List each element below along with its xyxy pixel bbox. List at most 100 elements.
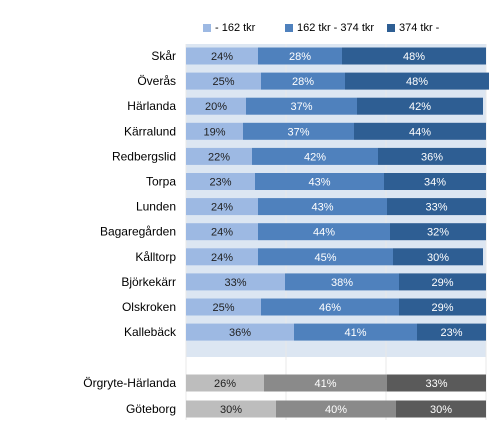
total-row-label: Göteborg	[126, 402, 176, 416]
district-row-bar-segment	[261, 298, 399, 316]
legend-label: - 162 tkr	[215, 22, 256, 34]
legend-swatch	[285, 24, 293, 32]
district-row-bar-segment	[261, 72, 345, 90]
total-row-bar-segment	[396, 400, 486, 418]
district-row-data-label: 36%	[421, 151, 443, 163]
total-row-bar-segment	[186, 374, 264, 392]
district-row-data-label: 20%	[205, 101, 227, 113]
district-row-bar-segment	[258, 248, 393, 266]
district-row-data-label: 42%	[409, 101, 431, 113]
district-row-data-label: 24%	[211, 252, 233, 264]
district-row-bar-segment	[186, 298, 261, 316]
district-row-label: Olskroken	[122, 300, 176, 314]
district-row-data-label: 37%	[287, 126, 309, 138]
total-row-bar-segment	[387, 374, 486, 392]
total-row-data-label: 26%	[214, 378, 236, 390]
district-row-data-label: 38%	[331, 277, 353, 289]
district-row-data-label: 32%	[427, 227, 449, 239]
district-row-bar-segment	[186, 47, 258, 65]
district-row-bar-segment	[186, 97, 246, 115]
district-row-data-label: 25%	[212, 302, 234, 314]
district-row-bar-segment	[252, 147, 378, 165]
district-row-bar-segment	[186, 72, 261, 90]
district-row-label: Kärralund	[124, 124, 176, 138]
district-row-bar-segment	[186, 223, 258, 241]
district-row-bar-segment	[417, 323, 486, 341]
legend-swatch	[203, 24, 211, 32]
district-row-data-label: 19%	[203, 126, 225, 138]
district-row-label: Bagaregården	[100, 225, 176, 239]
district-row-data-label: 44%	[313, 227, 335, 239]
district-row-bar-segment	[243, 122, 354, 140]
district-row-bar-segment	[186, 198, 258, 216]
district-row-data-label: 24%	[211, 51, 233, 63]
district-row-bar-segment	[285, 273, 399, 291]
district-row-bar-segment	[258, 198, 387, 216]
district-row-bar-segment	[186, 122, 243, 140]
district-row-data-label: 44%	[409, 126, 431, 138]
district-row-bar-segment	[294, 323, 417, 341]
district-row-data-label: 43%	[311, 202, 333, 214]
district-row-bar-segment	[378, 147, 486, 165]
district-row-data-label: 22%	[208, 151, 230, 163]
district-row-bar-segment	[186, 248, 258, 266]
district-row-bar-segment	[399, 273, 486, 291]
district-row-data-label: 33%	[425, 202, 447, 214]
district-row-data-label: 41%	[344, 327, 366, 339]
district-row-data-label: 45%	[314, 252, 336, 264]
district-row-label: Överås	[137, 74, 176, 88]
district-row-bar-segment	[258, 223, 390, 241]
total-row-data-label: 41%	[314, 378, 336, 390]
district-row-data-label: 48%	[403, 51, 425, 63]
district-row-label: Skår	[151, 49, 176, 63]
district-row-bar-segment	[246, 97, 357, 115]
district-row-data-label: 23%	[440, 327, 462, 339]
district-row-label: Kålltorp	[135, 250, 176, 264]
district-row-bar-segment	[258, 47, 342, 65]
district-row-bar-segment	[354, 122, 486, 140]
legend-label: 374 tkr -	[399, 22, 440, 34]
district-row-data-label: 48%	[406, 76, 428, 88]
district-row-bar-segment	[357, 97, 483, 115]
district-row-data-label: 43%	[308, 177, 330, 189]
district-row-data-label: 46%	[319, 302, 341, 314]
total-row-bar-segment	[186, 400, 276, 418]
district-row-bar-segment	[186, 173, 255, 190]
legend-swatch	[387, 24, 395, 32]
district-row-bar-segment	[186, 323, 294, 341]
legend-item-2: 374 tkr -	[387, 22, 439, 34]
district-row-bar-segment	[186, 273, 285, 291]
district-row-data-label: 37%	[290, 101, 312, 113]
district-row-bar-segment	[384, 173, 486, 190]
total-row-data-label: 33%	[425, 378, 447, 390]
district-row-bar-segment	[390, 223, 486, 241]
district-row-label: Redbergslid	[112, 149, 176, 163]
total-row-data-label: 40%	[325, 404, 347, 416]
district-row-bar-segment	[345, 72, 489, 90]
district-row-label: Torpa	[146, 175, 176, 189]
district-row-bar-segment	[342, 47, 486, 65]
district-row-label: Härlanda	[127, 99, 176, 113]
district-row-data-label: 33%	[224, 277, 246, 289]
total-row-data-label: 30%	[220, 404, 242, 416]
district-row-data-label: 36%	[229, 327, 251, 339]
district-row-data-label: 34%	[424, 177, 446, 189]
district-row-data-label: 23%	[209, 177, 231, 189]
district-row-data-label: 24%	[211, 227, 233, 239]
district-row-data-label: 29%	[431, 302, 453, 314]
district-row-data-label: 30%	[427, 252, 449, 264]
district-row-bar-segment	[387, 198, 486, 216]
total-row-bar-segment	[276, 400, 396, 418]
total-row-label: Örgryte-Härlanda	[83, 376, 176, 390]
total-row-bar-segment	[264, 374, 387, 392]
chart-legend: - 162 tkr 162 tkr - 374 tkr 374 tkr -	[0, 22, 500, 38]
district-row-bar-segment	[399, 298, 486, 316]
district-row-bar-segment	[186, 147, 252, 165]
district-row-data-label: 28%	[292, 76, 314, 88]
district-row-data-label: 24%	[211, 202, 233, 214]
district-row-bar-segment	[255, 173, 384, 190]
district-row-data-label: 29%	[431, 277, 453, 289]
legend-label: 162 tkr - 374 tkr	[297, 22, 375, 34]
district-row-data-label: 42%	[304, 151, 326, 163]
